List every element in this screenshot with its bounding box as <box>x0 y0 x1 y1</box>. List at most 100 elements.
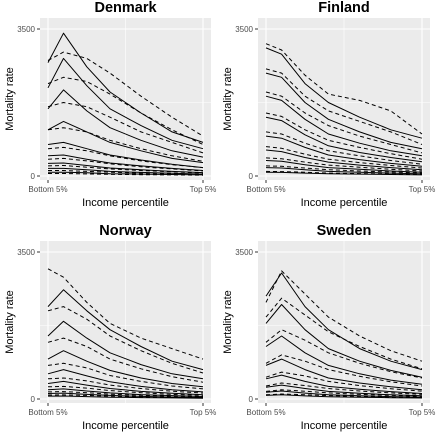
series-line-1 <box>265 43 423 135</box>
panel-denmark <box>37 18 211 183</box>
series-line-14 <box>47 165 204 174</box>
y-tick-label: 3500 <box>17 25 35 34</box>
series-line-8 <box>265 358 423 391</box>
series-line-3 <box>47 57 204 150</box>
series-line-11 <box>265 146 423 169</box>
series-line-17 <box>265 170 423 175</box>
series-line-2 <box>265 272 423 371</box>
x-tick-label: Top 5% <box>409 408 436 417</box>
series-line-8 <box>47 127 204 162</box>
series-line-6 <box>265 95 423 157</box>
series-line-7 <box>47 362 204 390</box>
x-tick-label: Bottom 5% <box>246 185 285 194</box>
series-line-8 <box>47 369 204 393</box>
y-tick-label: 0 <box>31 172 36 181</box>
panel-norway <box>37 241 211 406</box>
series-line-11 <box>47 385 204 396</box>
y-axis-label: Mortality rate <box>4 67 16 131</box>
panel-title: Norway <box>99 223 151 239</box>
series-line-3 <box>265 68 423 145</box>
series-line-4 <box>265 304 423 378</box>
series-line-5 <box>47 89 204 158</box>
series-line-3 <box>265 297 423 370</box>
x-axis-label: Income percentile <box>301 197 388 209</box>
series-line-5 <box>47 337 204 383</box>
series-line-7 <box>47 120 204 164</box>
series-line-1 <box>47 32 204 143</box>
series-line-7 <box>265 112 423 160</box>
y-axis-label: Mortality rate <box>222 67 234 131</box>
series-line-9 <box>47 141 204 169</box>
series-line-11 <box>47 154 204 171</box>
series-line-14 <box>47 392 204 398</box>
series-line-10 <box>265 135 423 167</box>
y-tick-label: 0 <box>249 395 254 404</box>
series-line-11 <box>265 382 423 395</box>
series-line-16 <box>265 167 423 175</box>
series-line-2 <box>47 289 204 371</box>
x-tick-label: Bottom 5% <box>246 408 285 417</box>
series-line-6 <box>265 335 423 385</box>
series-line-16 <box>47 395 204 399</box>
series-line-12 <box>47 388 204 397</box>
series-line-13 <box>265 157 423 172</box>
series-line-15 <box>47 394 204 399</box>
series-line-9 <box>47 377 204 394</box>
series-line-13 <box>47 391 204 398</box>
y-tick-label: 3500 <box>235 25 253 34</box>
series-line-6 <box>47 350 204 388</box>
series-line-7 <box>265 354 423 387</box>
series-line-15 <box>265 165 423 174</box>
series-line-10 <box>265 374 423 394</box>
series-line-6 <box>47 102 204 154</box>
y-axis-label: Mortality rate <box>222 290 234 354</box>
series-line-14 <box>265 160 423 173</box>
series-line-17 <box>48 171 204 176</box>
series-line-3 <box>47 306 204 374</box>
series-line-8 <box>265 116 423 163</box>
x-tick-label: Top 5% <box>409 185 436 194</box>
x-axis-label: Income percentile <box>82 420 169 432</box>
y-axis-label: Mortality rate <box>4 290 16 354</box>
series-line-16 <box>265 394 423 399</box>
series-line-18 <box>265 171 423 176</box>
series-line-12 <box>265 384 423 397</box>
series-line-9 <box>265 131 423 165</box>
series-line-10 <box>47 380 204 396</box>
series-line-13 <box>47 162 204 174</box>
series-line-5 <box>265 91 423 154</box>
series-line-12 <box>265 149 423 171</box>
x-tick-label: Top 5% <box>190 185 217 194</box>
x-axis-label: Income percentile <box>82 197 169 209</box>
y-tick-label: 0 <box>249 172 254 181</box>
series-line-5 <box>265 329 423 379</box>
series-line-2 <box>265 47 423 139</box>
series-line-2 <box>47 51 204 137</box>
series-line-1 <box>265 270 423 362</box>
series-line-4 <box>47 76 204 145</box>
y-tick-label: 3500 <box>235 248 253 257</box>
x-axis-label: Income percentile <box>301 420 388 432</box>
series-line-14 <box>265 390 423 398</box>
series-line-13 <box>265 389 423 397</box>
series-line-1 <box>47 268 204 360</box>
series-line-4 <box>47 320 204 380</box>
y-tick-label: 0 <box>31 395 36 404</box>
y-tick-label: 3500 <box>17 248 35 257</box>
series-line-4 <box>265 72 423 150</box>
series-line-15 <box>265 393 423 398</box>
panel-finland <box>255 18 430 183</box>
x-tick-label: Bottom 5% <box>28 408 67 417</box>
panel-title: Denmark <box>94 0 157 16</box>
panel-sweden <box>255 241 430 406</box>
panel-title: Sweden <box>317 223 372 239</box>
panel-title: Finland <box>318 0 370 16</box>
x-tick-label: Top 5% <box>190 408 217 417</box>
series-line-18 <box>48 173 204 176</box>
x-tick-label: Bottom 5% <box>28 185 67 194</box>
series-line-9 <box>265 371 423 392</box>
series-line-10 <box>47 146 204 169</box>
series-line-15 <box>48 167 204 175</box>
series-line-12 <box>47 157 204 172</box>
